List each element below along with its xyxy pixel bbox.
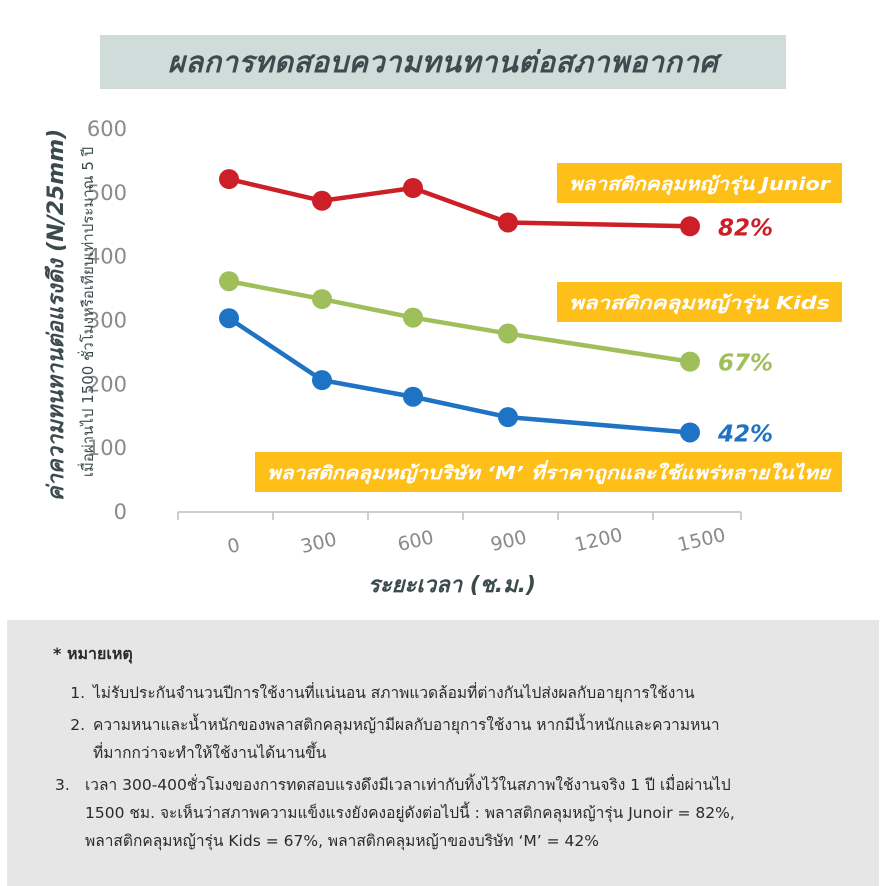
data-point (498, 212, 518, 233)
note-line: เวลา 300-400ชั่วโมงของการทดสอบแรงดึงมีเว… (85, 776, 731, 794)
end-percent-label: 82% (718, 215, 773, 241)
note-line: ความหนาและน้ำหนักของพลาสติกคลุมหญ้ามีผลก… (93, 716, 720, 734)
data-point (680, 216, 700, 237)
legend-box (557, 282, 842, 322)
note-line: พลาสติกคลุมหญ้ารุ่น Kids = 67%, พลาสติกค… (85, 832, 599, 850)
note-number: 3. (55, 776, 70, 794)
note-number: 1. (70, 684, 85, 702)
x-tick-label: 900 (489, 526, 529, 556)
legend-label: พลาสติกคลุมหญ้ารุ่น Kids (569, 293, 830, 315)
notes-heading: * หมายเหตุ (53, 644, 133, 663)
y-tick-label: 0 (114, 500, 127, 524)
x-tick-label: 300 (299, 528, 339, 558)
data-point (403, 178, 423, 199)
y-tick-label: 300 (87, 309, 127, 333)
note-number: 2. (70, 716, 85, 734)
chart-title: ผลการทดสอบความทนทานต่อสภาพอากาศ (167, 45, 719, 79)
data-point (312, 370, 332, 391)
data-point (219, 169, 239, 190)
x-axis-label: ระยะเวลา (ช.ม.) (368, 573, 536, 598)
notes-panel: * หมายเหตุ 1. ไม่รับประกันจำนวนปีการใช้ง… (7, 620, 879, 886)
x-tick-label: 1500 (676, 524, 728, 556)
data-point (312, 289, 332, 310)
y-tick-label: 500 (87, 181, 127, 205)
data-point (403, 307, 423, 328)
x-tick-label: 1200 (573, 524, 625, 556)
data-point (498, 407, 518, 428)
data-point (219, 308, 239, 329)
note-line: ที่มากกว่าจะทำให้ใช้งานได้นานขึ้น (93, 744, 327, 762)
y-axis-sublabel: เมื่อผ่านไป 1500 ชั่วโมงหรือเทียบเท่าประ… (77, 147, 97, 477)
note-text: เวลา 300-400ชั่วโมงของการทดสอบแรงดึงมีเว… (85, 771, 859, 855)
legend-box (557, 163, 842, 203)
note-item: 2. ความหนาและน้ำหนักของพลาสติกคลุมหญ้ามี… (55, 711, 859, 767)
note-text: ความหนาและน้ำหนักของพลาสติกคลุมหญ้ามีผลก… (93, 711, 859, 767)
note-item: 3. เวลา 300-400ชั่วโมงของการทดสอบแรงดึงม… (55, 771, 859, 855)
x-tick-label: 0 (225, 534, 242, 558)
end-percent-label: 42% (717, 421, 773, 447)
note-line: 1500 ชม. จะเห็นว่าสภาพความแข็งแรงยังคงอย… (85, 804, 735, 822)
legend-box (255, 452, 842, 492)
note-text: ไม่รับประกันจำนวนปีการใช้งานที่แน่นอน สภ… (93, 679, 859, 707)
note-line: ไม่รับประกันจำนวนปีการใช้งานที่แน่นอน สภ… (93, 684, 695, 702)
data-point (498, 323, 518, 344)
data-point (680, 422, 700, 443)
y-tick-label: 400 (87, 245, 127, 269)
legend-label: พลาสติกคลุมหญ้าบริษัท ‘M’ ที่ราคาถูกและใ… (267, 460, 832, 485)
y-tick-label: 100 (87, 436, 127, 460)
y-tick-label: 600 (87, 117, 127, 141)
title-banner: ผลการทดสอบความทนทานต่อสภาพอากาศ (100, 35, 786, 89)
note-item: 1. ไม่รับประกันจำนวนปีการใช้งานที่แน่นอน… (55, 679, 859, 707)
data-point (312, 190, 332, 211)
legend-label: พลาสติกคลุมหญ้ารุ่น Junior (569, 174, 831, 196)
y-axis-label: ค่าความทนทานต่อแรงดึง (N/25mm) (44, 129, 69, 501)
data-point (403, 386, 423, 407)
series-line (227, 316, 691, 435)
line-chart: 0 100 200 300 400 500 600 0 300 600 900 1200 1500 ระย… (44, 117, 842, 598)
data-point (219, 271, 239, 292)
x-tick-label: 600 (396, 526, 436, 556)
end-percent-label: 67% (718, 351, 773, 377)
y-tick-label: 200 (87, 372, 127, 396)
data-point (680, 351, 700, 372)
